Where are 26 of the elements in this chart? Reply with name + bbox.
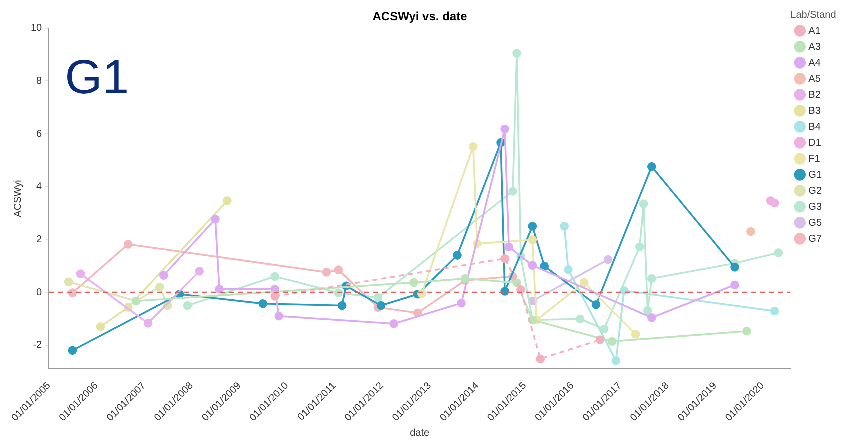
y-tick-label: 10 [31,23,43,34]
legend-label: G7 [808,234,822,245]
legend-label: G3 [808,202,822,213]
legend-title: Lab/Stand [790,10,836,21]
y-tick-label: 6 [36,128,43,140]
legend-label: G5 [808,218,822,229]
y-tick-label: 8 [36,76,43,87]
annotation: G1 [65,52,130,105]
legend-label: A5 [808,74,822,85]
y-tick-label: 0 [36,287,43,298]
legend-label: B4 [808,122,822,133]
legend-label: G1 [808,170,822,181]
chart-title: ACSWyi vs. date [372,10,468,24]
legend-label: A4 [808,58,822,69]
legend-label: G2 [808,186,822,197]
legend-label: D1 [808,138,822,149]
y-tick-label: 4 [36,182,43,193]
y-tick-label: 2 [36,234,43,246]
y-axis-title: ACSWyi [12,180,24,218]
legend-label: A1 [808,26,822,37]
x-axis-title: date [410,428,430,439]
legend-label: B2 [808,90,822,101]
legend-label: F1 [808,154,821,165]
legend-label: A3 [808,42,822,53]
legend-label: B3 [808,106,822,117]
y-tick-label: -2 [33,340,43,352]
